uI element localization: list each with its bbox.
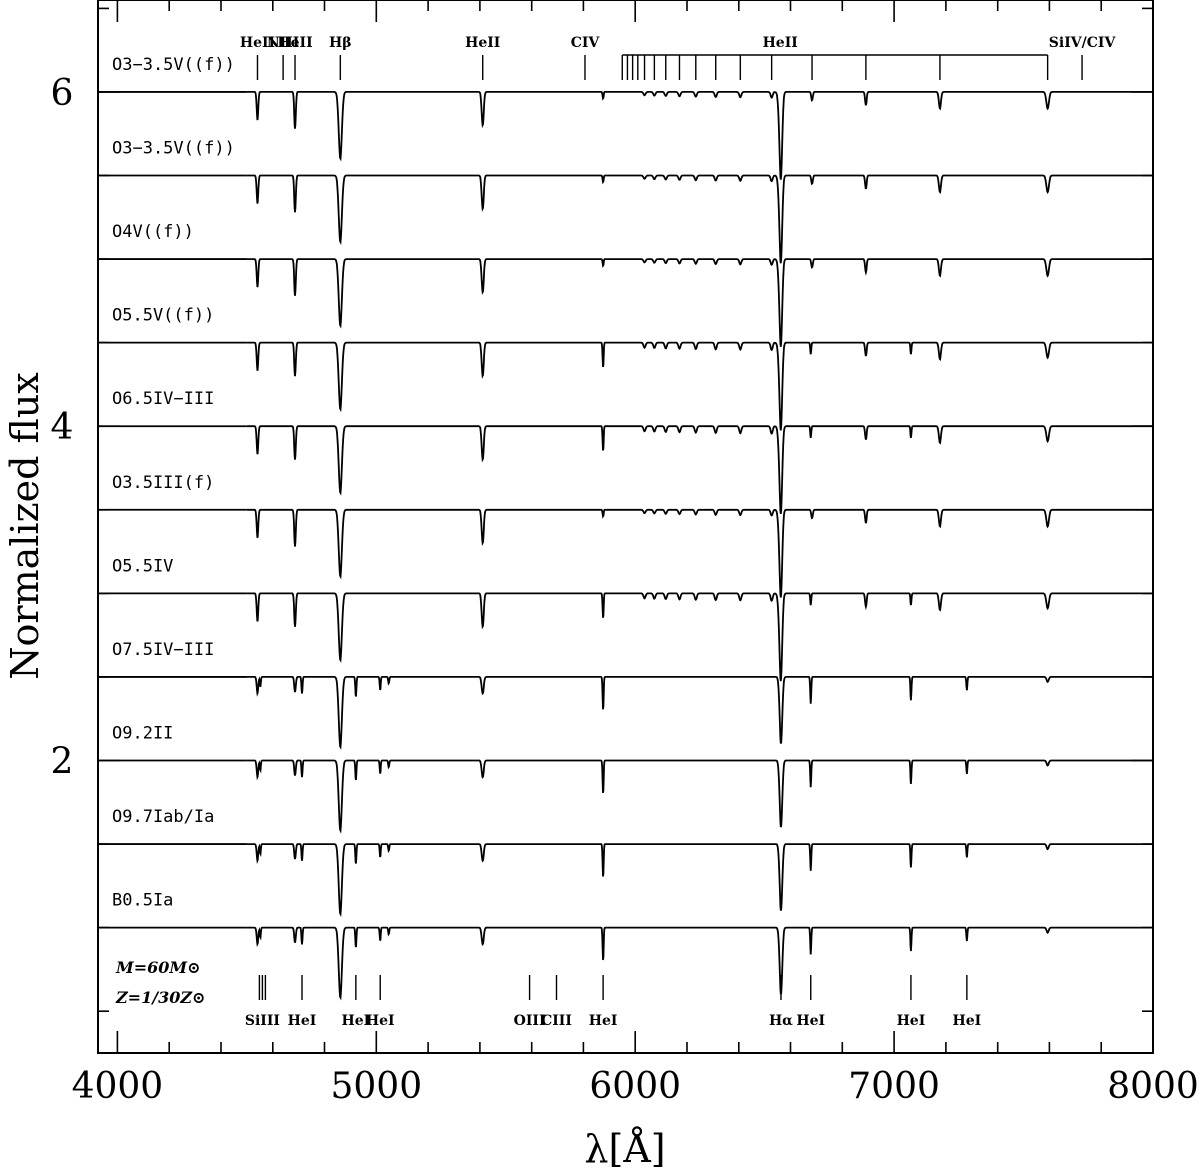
series-labels: O3−3.5V((f)) O3−3.5V((f)) O4V((f)) O5.5V((f… xyxy=(112,55,235,911)
top-line-label: CIV xyxy=(571,35,601,51)
spectra-group xyxy=(98,91,1153,1001)
spectrum-line xyxy=(246,592,1153,682)
bottom-line-label: OIII xyxy=(514,1013,546,1029)
top-line-label: HeII xyxy=(277,35,312,51)
top-line-label: HeII xyxy=(465,35,500,51)
bottom-line-label: Hα xyxy=(769,1013,793,1029)
series-label: O7.5IV−III xyxy=(112,640,214,660)
x-tick-label: 6000 xyxy=(589,1066,681,1107)
spectrum-line xyxy=(246,341,1153,431)
spectrum-line xyxy=(246,759,1153,834)
series-label: O9.2II xyxy=(112,724,173,744)
bottom-line-label: HeI xyxy=(953,1013,982,1029)
spectrum-line xyxy=(246,425,1153,515)
series-label: O3−3.5V((f)) xyxy=(112,55,235,75)
spectrum-line xyxy=(246,258,1153,347)
bottom-line-label: SiIII xyxy=(245,1013,280,1029)
x-axis-title: λ[Å] xyxy=(584,1127,665,1171)
series-label: O3−3.5V((f)) xyxy=(112,139,235,159)
x-tick-label: 5000 xyxy=(331,1066,423,1107)
series-label: O5.5IV xyxy=(112,556,173,576)
series-label: O5.5V((f)) xyxy=(112,306,214,326)
spectrum-line xyxy=(246,843,1153,917)
bottom-line-label: HeI xyxy=(897,1013,926,1029)
y-tick-label: 2 xyxy=(51,742,74,783)
top-line-label: SiIV/CIV xyxy=(1049,35,1117,51)
series-label: O3.5III(f) xyxy=(112,473,214,493)
bottom-line-label: CIII xyxy=(541,1013,572,1029)
top-line-label: HeII xyxy=(240,35,275,51)
spectrum-line xyxy=(246,926,1153,1001)
bottom-line-label: HeI xyxy=(589,1013,618,1029)
spectrum-line xyxy=(246,174,1153,264)
series-label: O9.7Iab/Ia xyxy=(112,807,214,827)
spectrum-line xyxy=(246,91,1153,180)
x-tick-label: 7000 xyxy=(848,1066,940,1107)
plot-frame xyxy=(97,0,1154,1054)
mass-annotation: M=60M⊙ xyxy=(115,958,201,977)
bottom-line-label: HeI xyxy=(342,1013,371,1029)
bottom-line-label: HeI xyxy=(288,1013,317,1029)
x-tick-label: 4000 xyxy=(72,1066,164,1107)
bottom-line-label: HeI xyxy=(796,1013,825,1029)
x-tick-label: 8000 xyxy=(1107,1066,1199,1107)
spectrum-line xyxy=(246,676,1153,750)
top-line-label: NIII xyxy=(267,35,299,51)
x-axis: 4000 5000 6000 7000 8000 xyxy=(72,0,1199,1107)
top-line-label: Hβ xyxy=(329,35,352,51)
top-line-label: HeII xyxy=(763,35,798,51)
y-axis-title: Normalized flux xyxy=(3,372,47,679)
y-tick-label: 6 xyxy=(51,73,74,114)
series-label: O4V((f)) xyxy=(112,222,194,242)
spectrum-line xyxy=(246,508,1153,598)
y-tick-label: 4 xyxy=(51,407,74,448)
bottom-line-label: HeI xyxy=(366,1013,395,1029)
series-label: B0.5Ia xyxy=(112,891,173,911)
series-label: O6.5IV−III xyxy=(112,389,214,409)
metallicity-annotation: Z=1/30Z⊙ xyxy=(115,988,205,1007)
